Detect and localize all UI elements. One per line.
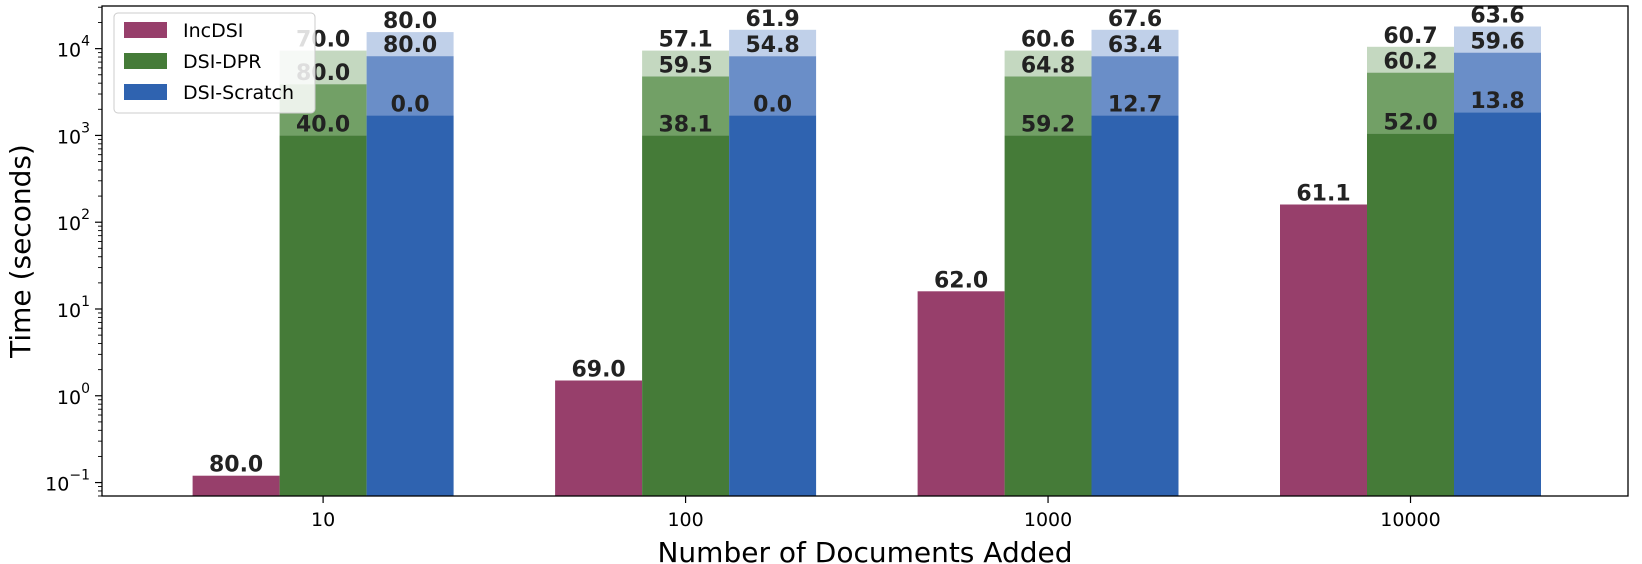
data-label: 67.6 <box>1108 7 1162 32</box>
y-tick-label: 101 <box>57 294 90 322</box>
data-label: 59.2 <box>1021 112 1075 137</box>
data-label: 62.0 <box>934 268 988 293</box>
data-label: 69.0 <box>571 358 625 383</box>
data-label: 38.1 <box>658 112 712 137</box>
bars-layer <box>192 26 1541 497</box>
x-tick-label: 10000 <box>1380 509 1440 531</box>
legend-label-incdsi: IncDSI <box>183 20 243 42</box>
bar-dsi-dpr-10-segment-1 <box>279 135 367 496</box>
bar-incdsi-10000-segment-1 <box>1280 204 1367 496</box>
bar-dsi-scratch-100-segment-1 <box>729 115 817 497</box>
legend-swatch-incdsi <box>124 22 167 38</box>
legend-label-dsi-scratch: DSI-Scratch <box>183 82 294 104</box>
x-tick-label: 10 <box>311 509 335 531</box>
bar-dsi-scratch-10000-segment-3 <box>1454 26 1541 53</box>
y-axis: 10−1 100 101 102 103 104 <box>45 6 102 497</box>
data-label: 54.8 <box>745 33 799 58</box>
bar-dsi-dpr-100-segment-3 <box>642 50 730 77</box>
x-axis-title: Number of Documents Added <box>657 536 1072 564</box>
bar-dsi-dpr-100-segment-2 <box>642 76 730 136</box>
bar-dsi-dpr-100-segment-1 <box>642 135 730 496</box>
y-tick-label: 103 <box>57 120 90 148</box>
bar-incdsi-1000-segment-1 <box>917 291 1005 496</box>
data-label: 80.0 <box>383 9 437 34</box>
plot-frame <box>101 5 1629 497</box>
y-tick-label: 100 <box>57 381 90 409</box>
y-axis-title: Time (seconds) <box>4 144 37 359</box>
bar-dsi-dpr-10000-segment-3 <box>1367 46 1454 73</box>
x-tick-label: 1000 <box>1024 509 1072 531</box>
data-label: 57.1 <box>658 28 712 53</box>
data-label: 63.4 <box>1108 33 1162 58</box>
data-label: 60.2 <box>1383 50 1437 75</box>
data-label: 64.8 <box>1021 53 1075 78</box>
data-label: 12.7 <box>1108 92 1162 117</box>
bar-dsi-scratch-1000-segment-3 <box>1091 29 1179 57</box>
bar-dsi-dpr-1000-segment-2 <box>1004 76 1092 136</box>
legend-label-dsi-dpr: DSI-DPR <box>183 51 261 73</box>
bar-dsi-scratch-1000-segment-2 <box>1091 56 1179 116</box>
data-label: 80.0 <box>383 33 437 58</box>
bar-dsi-dpr-1000-segment-1 <box>1004 135 1092 496</box>
y-tick-label: 10−1 <box>45 468 90 496</box>
data-label: 40.0 <box>296 112 350 137</box>
data-label: 80.0 <box>209 453 263 478</box>
x-tick-label: 100 <box>667 509 703 531</box>
data-label: 59.5 <box>658 53 712 78</box>
legend-swatch-dsi-dpr <box>124 53 167 69</box>
data-label: 59.6 <box>1470 30 1524 55</box>
legend-swatch-dsi-scratch <box>124 84 167 100</box>
data-label: 61.9 <box>745 7 799 32</box>
bar-dsi-scratch-100-segment-3 <box>729 29 817 57</box>
bar-dsi-scratch-100-segment-2 <box>729 56 817 116</box>
data-label: 60.7 <box>1383 24 1437 49</box>
bar-dsi-dpr-1000-segment-3 <box>1004 50 1092 77</box>
y-tick-label: 104 <box>57 34 90 62</box>
bar-dsi-scratch-10-segment-3 <box>366 32 454 57</box>
data-label: 61.1 <box>1296 182 1350 207</box>
bar-incdsi-100-segment-1 <box>555 380 643 496</box>
bar-incdsi-10-segment-1 <box>192 475 280 496</box>
bar-dsi-scratch-10-segment-1 <box>366 115 454 497</box>
data-label: 63.6 <box>1470 4 1524 29</box>
bar-dsi-scratch-1000-segment-1 <box>1091 115 1179 497</box>
bar-dsi-scratch-10000-segment-2 <box>1454 52 1541 113</box>
bar-dsi-scratch-10-segment-2 <box>366 56 454 116</box>
bar-dsi-dpr-10000-segment-1 <box>1367 133 1454 496</box>
data-labels-layer: 80.040.080.070.00.080.080.069.038.159.55… <box>209 4 1525 478</box>
bar-dsi-dpr-10000-segment-2 <box>1367 72 1454 134</box>
data-label: 13.8 <box>1470 89 1524 114</box>
x-axis: 10 100 1000 10000 <box>311 496 1441 531</box>
data-label: 60.6 <box>1021 28 1075 53</box>
legend: IncDSI DSI-DPR DSI-Scratch <box>113 12 316 114</box>
bar-dsi-scratch-10000-segment-1 <box>1454 112 1541 496</box>
y-tick-label: 102 <box>57 207 90 235</box>
data-label: 52.0 <box>1383 111 1437 136</box>
data-label: 0.0 <box>391 92 430 117</box>
data-label: 0.0 <box>753 92 792 117</box>
